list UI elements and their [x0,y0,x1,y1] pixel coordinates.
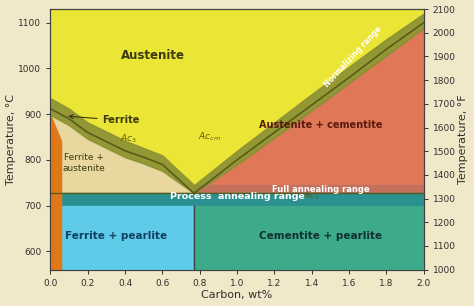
Polygon shape [194,28,424,193]
Text: Austenite: Austenite [121,49,185,62]
Text: $Ac_{cm}$: $Ac_{cm}$ [198,130,220,143]
Text: Full annealing range: Full annealing range [272,185,370,194]
Text: $Ac_3$: $Ac_3$ [120,132,137,145]
Text: Ferrite + pearlite: Ferrite + pearlite [64,230,167,241]
Polygon shape [50,115,194,193]
Y-axis label: Temperature, °F: Temperature, °F [458,95,468,184]
Text: Ferrite: Ferrite [69,115,140,125]
Text: Normalizing range: Normalizing range [322,24,383,89]
Text: $Ac_1$: $Ac_1$ [303,189,320,202]
Text: Ferrite +
austenite: Ferrite + austenite [63,153,105,173]
Y-axis label: Temperature, °C: Temperature, °C [6,94,16,185]
Polygon shape [50,114,62,270]
X-axis label: Carbon, wt%: Carbon, wt% [201,290,273,300]
Text: Cementite + pearlite: Cementite + pearlite [259,230,383,241]
Text: Process  annealing range: Process annealing range [170,192,304,201]
Text: Austenite + cementite: Austenite + cementite [259,120,383,130]
